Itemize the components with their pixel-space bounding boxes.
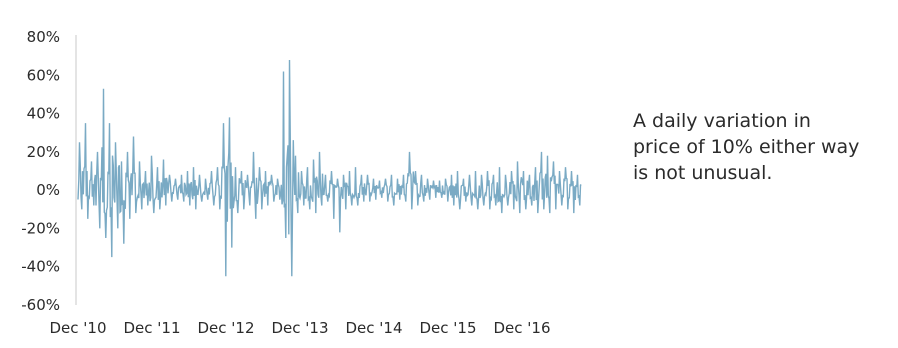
series-line <box>77 59 582 277</box>
x-tick-label: Dec '12 <box>197 319 254 337</box>
x-tick-label: Dec '14 <box>345 319 402 337</box>
x-tick-label: Dec '16 <box>493 319 550 337</box>
y-tick-label: 0% <box>36 181 60 199</box>
y-tick-label: -40% <box>21 258 60 276</box>
y-tick-label: 60% <box>27 66 60 84</box>
annotation-line-3: is not unusual. <box>633 162 773 184</box>
y-tick-label: 40% <box>27 105 60 123</box>
x-tick-label: Dec '10 <box>49 319 106 337</box>
volatility-chart: 80%60%40%20%0%-20%-40%-60% Dec '10 Dec '1… <box>21 28 582 337</box>
annotation-line-1: A daily variation in <box>633 110 811 132</box>
x-tick-label: Dec '15 <box>419 319 476 337</box>
y-tick-label: 20% <box>27 143 60 161</box>
annotation-line-2: price of 10% either way <box>633 136 860 158</box>
x-tick-label: Dec '13 <box>271 319 328 337</box>
y-tick-label: -20% <box>21 219 60 237</box>
y-tick-label: 80% <box>27 28 60 46</box>
x-axis-tick-labels: Dec '10 Dec '11 Dec '12 Dec '13 Dec '14 Dec '… <box>49 319 550 337</box>
chart-annotation: A daily variation in price of 10% either… <box>633 108 883 186</box>
x-tick-label: Dec '11 <box>123 319 180 337</box>
daily-variation-series <box>77 59 582 277</box>
y-axis-tick-labels: 80% 60% 40% 20% 0% -20% -40% -60% <box>21 28 60 314</box>
y-tick-label: -60% <box>21 296 60 314</box>
